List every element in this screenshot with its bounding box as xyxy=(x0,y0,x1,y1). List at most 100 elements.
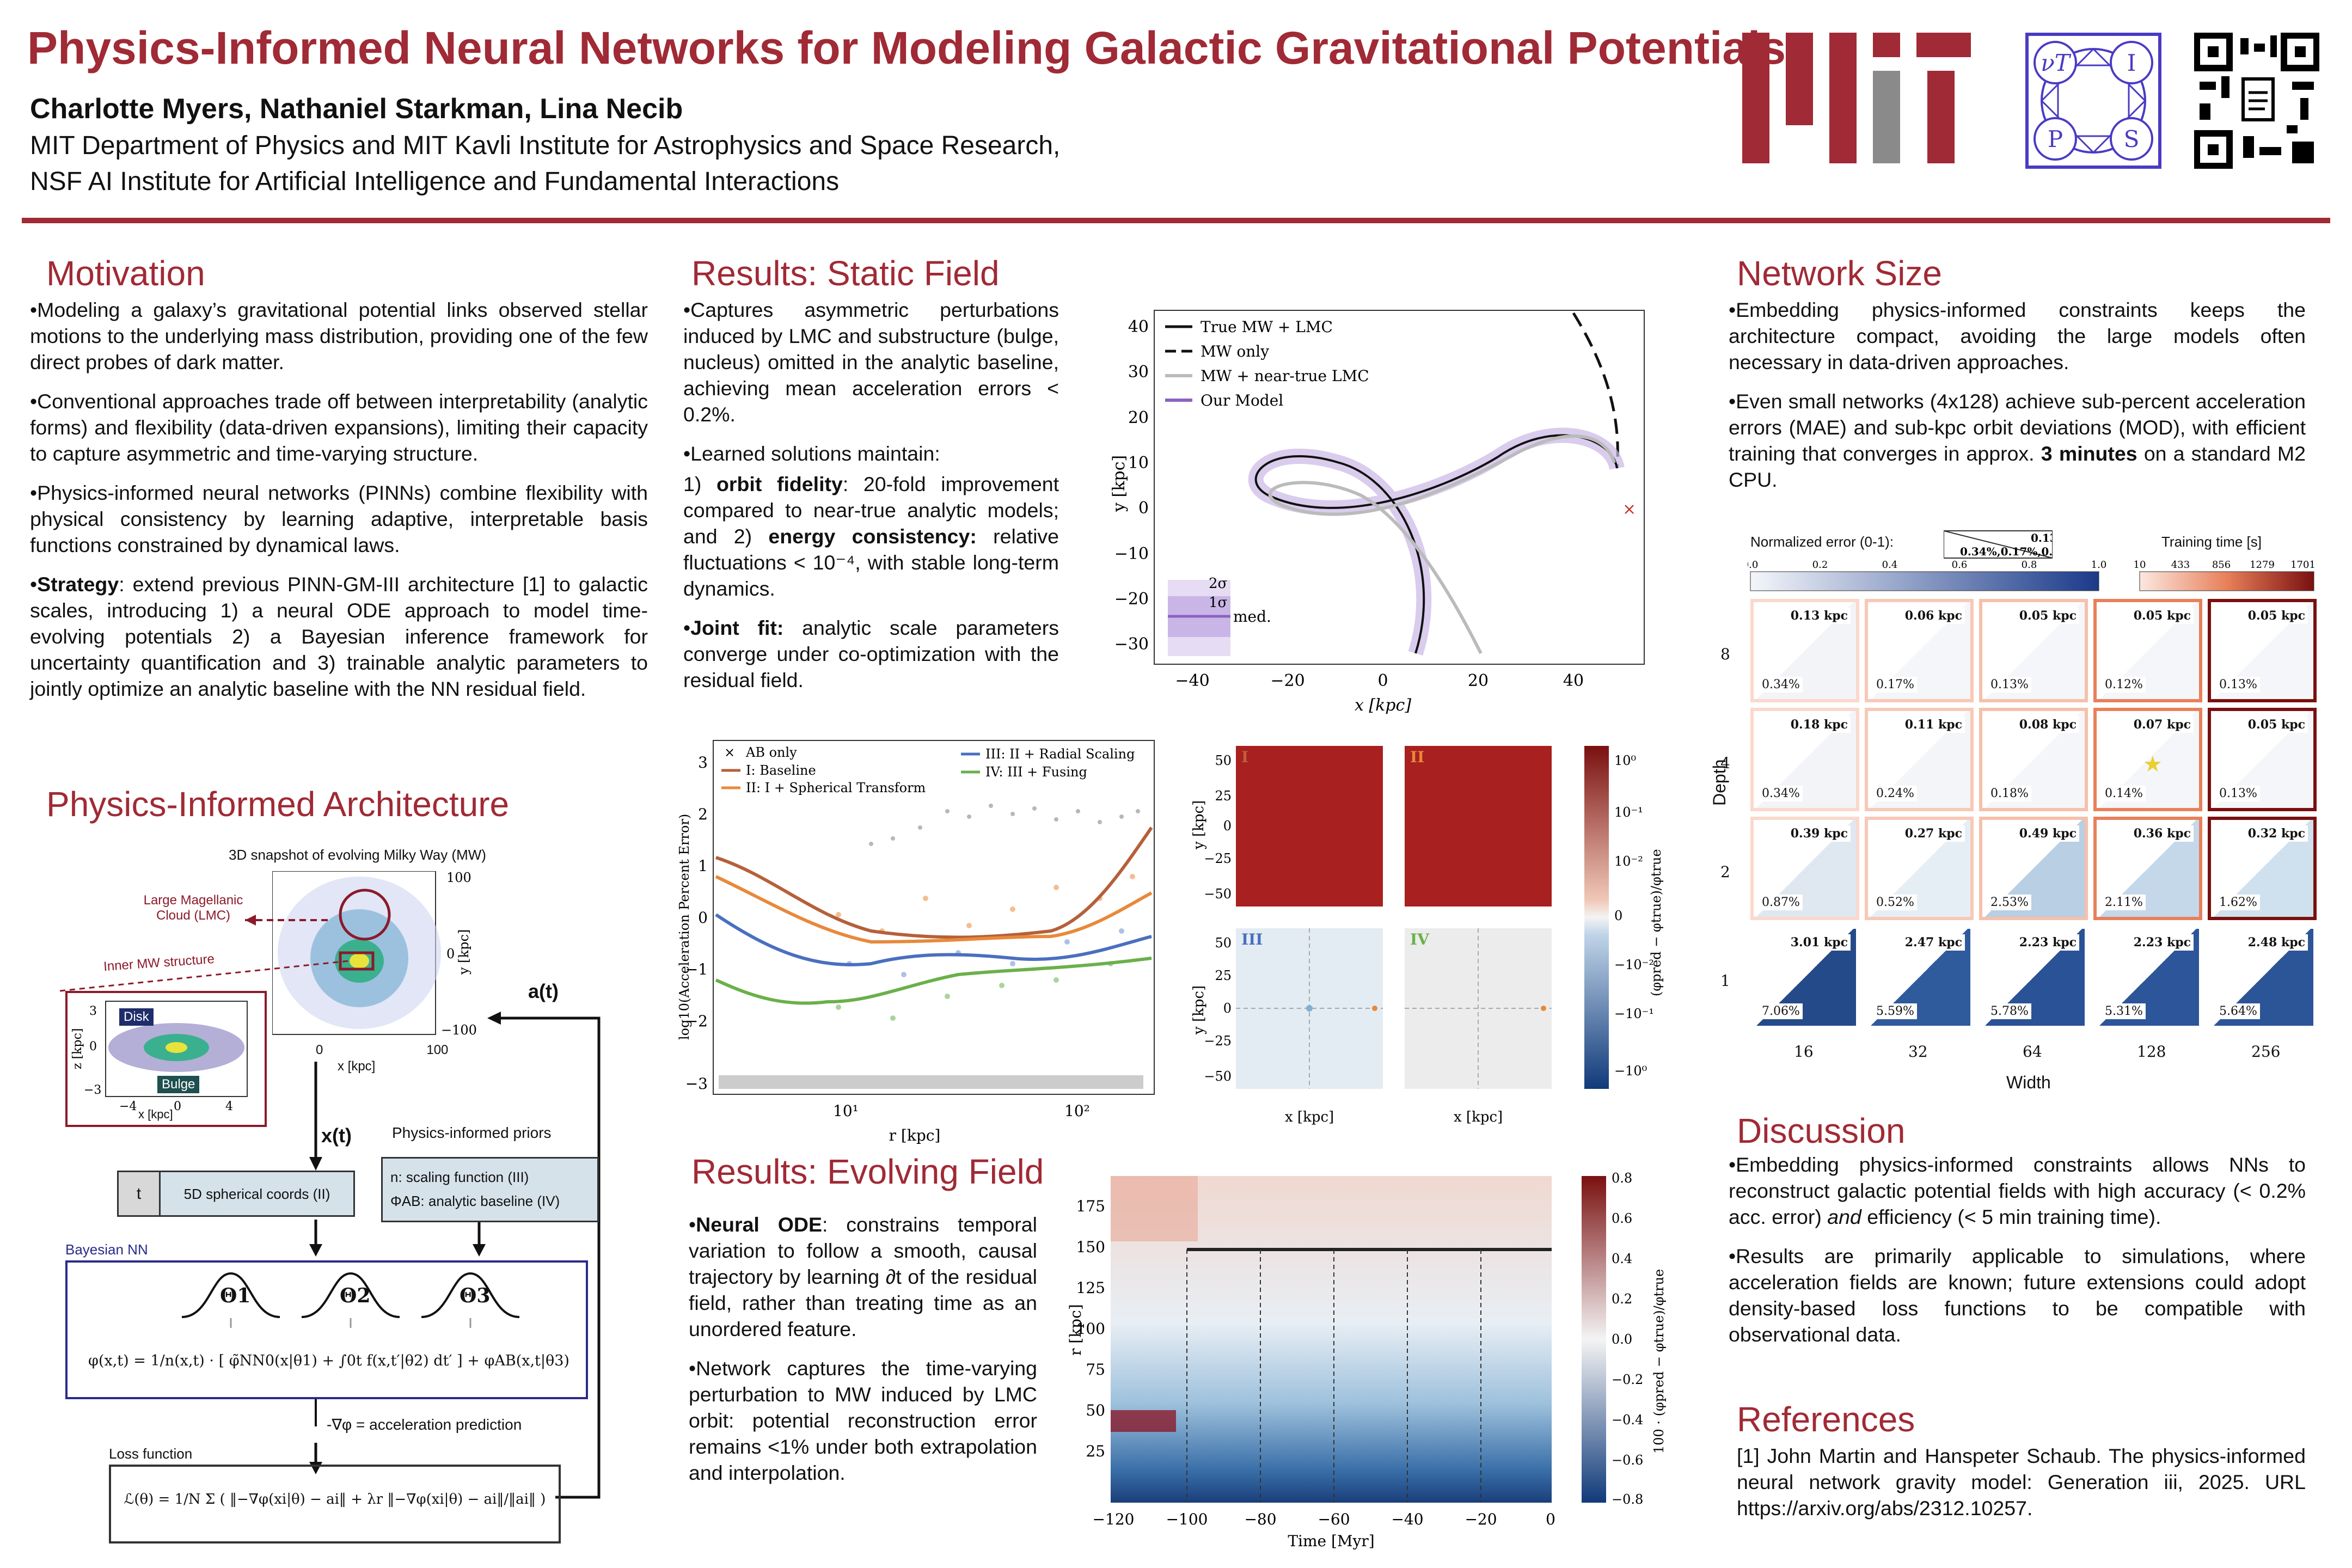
best-star-icon: ★ xyxy=(2143,752,2163,776)
mod-value: 3.01 kpc xyxy=(1787,934,1851,951)
svg-text:x [kpc]: x [kpc] xyxy=(1454,1109,1503,1125)
grid-colorbars: 0.0 0.2 0.4 0.6 0.8 1.0 10 433 856 1279 1701 xyxy=(1748,559,2316,591)
poster-title: Physics-Informed Neural Networks for Mod… xyxy=(27,22,1786,74)
svg-text:20: 20 xyxy=(1128,408,1149,427)
svg-text:0: 0 xyxy=(1138,499,1149,518)
svg-text:100 · (φpred − φtrue)/φtrue: 100 · (φpred − φtrue)/φtrue xyxy=(1651,1269,1667,1454)
width-tick: 16 xyxy=(1794,1043,1814,1061)
svg-text:0: 0 xyxy=(1546,1510,1555,1528)
motivation-heading: Motivation xyxy=(46,254,205,293)
svg-text:25: 25 xyxy=(1086,1442,1105,1460)
svg-text:−20: −20 xyxy=(1270,671,1304,690)
mae-value: 7.06% xyxy=(1759,1003,1803,1019)
grid-ylabel: Depth xyxy=(1710,759,1729,806)
mod-value: 2.48 kpc xyxy=(2245,934,2308,951)
snapshot-xlabel: x [kpc] xyxy=(338,1059,376,1074)
lmc-label: Large Magellanic Cloud (LMC) xyxy=(143,893,243,923)
grid-cell: 0.05 kpc 0.13% xyxy=(1979,599,2088,702)
mae-value: 0.24% xyxy=(1873,786,1917,801)
mod-value: 0.49 kpc xyxy=(2016,825,2079,842)
svg-text:0: 0 xyxy=(1223,1001,1232,1016)
svg-text:0: 0 xyxy=(89,1040,97,1054)
svg-text:0: 0 xyxy=(174,1100,181,1113)
mae-value: 5.78% xyxy=(1988,1003,2031,1019)
grid-cell: 0.27 kpc 0.52% xyxy=(1865,817,1974,920)
netsize-body: •Embedding physics-informed constraints … xyxy=(1729,297,2306,506)
svg-text:10²: 10² xyxy=(1064,1102,1090,1120)
reference-item: [1] John Martin and Hanspeter Schaub. Th… xyxy=(1737,1444,2306,1520)
theta3-label: Θ3 xyxy=(460,1284,491,1307)
width-tick: 256 xyxy=(2251,1043,2281,1061)
static-body: •Captures asymmetric perturbations induc… xyxy=(683,297,1059,706)
svg-text:0.6: 0.6 xyxy=(1612,1211,1632,1226)
svg-text:II: II xyxy=(1410,748,1424,766)
grid-cell: 0.05 kpc 0.13% xyxy=(2208,708,2317,811)
grid-cell: 2.48 kpc 5.64% xyxy=(2208,926,2317,1029)
mae-value: 0.13% xyxy=(2216,677,2260,693)
mae-value: 0.52% xyxy=(1873,895,1917,910)
svg-text:y [kpc]: y [kpc] xyxy=(456,929,471,975)
grid-cell: 0.13 kpc 0.34% xyxy=(1750,599,1859,702)
time-input-box: t xyxy=(117,1171,161,1217)
svg-text:50: 50 xyxy=(1215,753,1232,768)
galaxy-snapshot: 100 0 −100 y [kpc] xyxy=(272,871,477,1038)
motivation-body: •Modeling a galaxy’s gravitational poten… xyxy=(30,297,648,715)
svg-text:−4: −4 xyxy=(119,1100,137,1113)
mae-value: 0.12% xyxy=(2102,677,2146,693)
legend-near-true: MW + near-true LMC xyxy=(1200,367,1369,385)
svg-text:100: 100 xyxy=(1076,1320,1105,1338)
mod-value: 0.05 kpc xyxy=(2245,716,2308,733)
mod-value: 0.39 kpc xyxy=(1787,825,1851,842)
priors-label: Physics-informed priors xyxy=(392,1124,552,1141)
loss-label: Loss function xyxy=(109,1445,193,1462)
svg-text:−0.2: −0.2 xyxy=(1612,1372,1643,1387)
grid-cell: 0.11 kpc 0.24% xyxy=(1865,708,1974,811)
svg-text:0: 0 xyxy=(446,946,455,961)
disk-label: Disk xyxy=(119,1008,154,1026)
svg-text:30: 30 xyxy=(1128,363,1149,382)
svg-text:433: 433 xyxy=(2171,559,2190,571)
svg-text:−1: −1 xyxy=(685,960,708,978)
svg-text:×: × xyxy=(724,745,735,760)
mae-value: 0.87% xyxy=(1759,895,1803,910)
svg-text:−10⁰: −10⁰ xyxy=(1614,1063,1647,1079)
grid-cell: 0.05 kpc 0.12% xyxy=(2093,599,2202,702)
svg-text:0.2: 0.2 xyxy=(1812,559,1828,571)
svg-text:z [kpc]: z [kpc] xyxy=(71,1028,84,1070)
paragraph: •Results are primarily applicable to sim… xyxy=(1729,1245,2306,1346)
mod-value: 2.23 kpc xyxy=(2130,934,2194,951)
paragraph: •Network captures the time-varying pertu… xyxy=(689,1357,1037,1484)
mae-value: 2.11% xyxy=(2102,895,2146,910)
svg-text:−0.8: −0.8 xyxy=(1612,1492,1643,1507)
mae-value: 0.14% xyxy=(2102,786,2146,801)
svg-text:I: Baseline: I: Baseline xyxy=(746,763,816,778)
paragraph: •Learned solutions maintain: xyxy=(683,442,940,465)
mod-value: 0.18 kpc xyxy=(1787,716,1851,733)
svg-text:I: I xyxy=(1241,748,1248,766)
svg-text:50: 50 xyxy=(1086,1401,1105,1419)
width-tick: 128 xyxy=(2137,1043,2166,1061)
legend-model: Our Model xyxy=(1200,391,1283,409)
mae-value: 0.34% xyxy=(1759,677,1803,693)
svg-text:50: 50 xyxy=(1215,935,1232,951)
svg-text:25: 25 xyxy=(1215,968,1232,983)
mod-value: 0.36 kpc xyxy=(2130,825,2194,842)
annotation-arrows xyxy=(60,915,349,992)
paragraph: •Even small networks (4x128) achieve sub… xyxy=(1729,390,2306,491)
affiliation-line: MIT Department of Physics and MIT Kavli … xyxy=(30,131,1061,160)
qr-code-icon[interactable] xyxy=(2194,33,2319,169)
svg-text:3: 3 xyxy=(698,754,708,771)
authors: Charlotte Myers, Nathaniel Starkman, Lin… xyxy=(30,93,683,125)
svg-text:AB only: AB only xyxy=(745,745,797,760)
architecture-heading: Physics-Informed Architecture xyxy=(46,785,510,824)
grid-cell: 2.47 kpc 5.59% xyxy=(1865,926,1974,1029)
mae-value: 0.13% xyxy=(1988,677,2031,693)
svg-text:−80: −80 xyxy=(1244,1510,1276,1528)
grid-cell: 0.08 kpc 0.18% xyxy=(1979,708,2088,811)
grid-xlabel: Width xyxy=(2006,1073,2051,1092)
svg-text:III: II + Radial Scaling: III: II + Radial Scaling xyxy=(985,746,1135,762)
discussion-heading: Discussion xyxy=(1737,1111,1906,1150)
svg-text:r [kpc]: r [kpc] xyxy=(889,1126,941,1144)
iaifi-logo: νT I P S xyxy=(2025,33,2161,169)
evolving-body: •Neural ODE: constrains temporal variati… xyxy=(689,1211,1037,1499)
